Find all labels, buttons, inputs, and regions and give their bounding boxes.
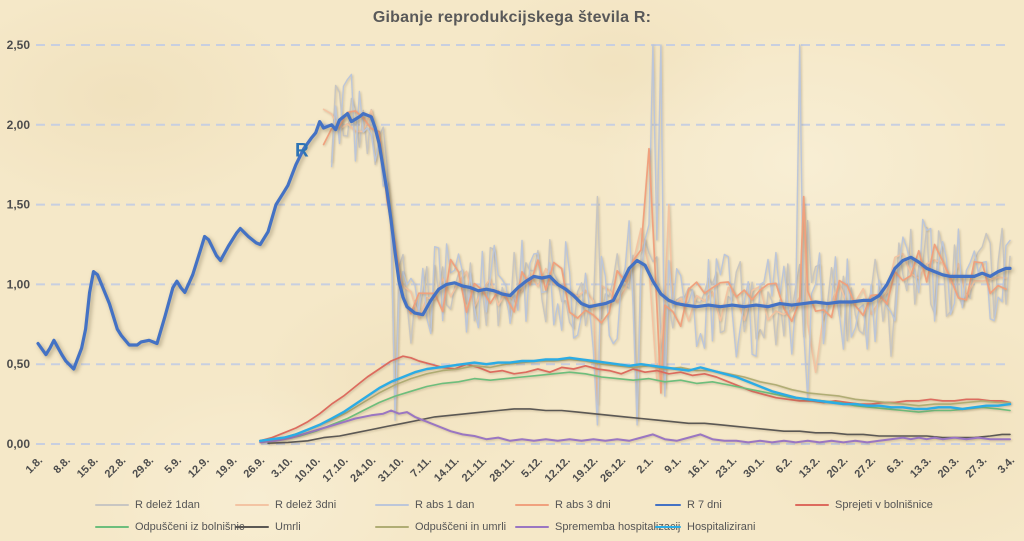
legend-item-r-abs-1-dan: R abs 1 dan [375, 497, 515, 513]
series-line-r-dele-3dni [322, 108, 1007, 405]
legend-label: Umrli [275, 521, 301, 533]
legend-label: Odpuščeni in umrli [415, 521, 507, 533]
legend-label: Sprejeti v bolnišnice [835, 499, 933, 511]
legend-marker-line [655, 503, 681, 507]
x-axis-tick-label: 19.9. [214, 455, 240, 481]
x-axis-tick-label: 6.3. [885, 455, 906, 476]
x-axis-tick-label: 8.8. [51, 455, 72, 476]
x-axis-tick-label: 1.8. [24, 455, 45, 476]
legend-label: Hospitalizirani [687, 521, 756, 533]
x-axis-tick-label: 3.4. [996, 455, 1017, 476]
legend-label: R delež 1dan [135, 499, 200, 511]
legend-item-r-abs-3-dni: R abs 3 dni [515, 497, 655, 513]
legend-item-r-dele-3dni: R delež 3dni [235, 497, 375, 513]
x-axis-tick-label: 3.10. [269, 455, 295, 481]
x-axis-tick-label: 17.10. [320, 455, 350, 485]
legend-label: R 7 dni [687, 499, 722, 511]
x-axis-tick-label: 21.11. [460, 455, 490, 485]
x-axis-tick-label: 14.11. [432, 455, 462, 485]
legend-item-odpu-eni-in-umrli: Odpuščeni in umrli [375, 519, 515, 535]
y-axis-tick-label: 1,00 [7, 277, 31, 291]
legend-marker-line [235, 525, 269, 529]
legend-item-r-dele-1dan: R delež 1dan [95, 497, 235, 513]
legend-item-hospitalizirani: Hospitalizirani [655, 519, 795, 535]
series-line-r-abs-1-dan [330, 44, 1011, 426]
x-axis-tick-label: 26.9. [242, 455, 268, 481]
legend-marker-line [375, 503, 409, 507]
legend-marker-line [95, 525, 129, 529]
legend-marker-line [235, 503, 269, 507]
x-axis-tick-label: 19.12. [570, 455, 600, 485]
y-axis-tick-label: 0,00 [7, 437, 31, 451]
legend-item-r-7-dni: R 7 dni [655, 497, 795, 513]
y-axis-tick-label: 0,50 [7, 357, 31, 371]
legend-label: R abs 3 dni [555, 499, 611, 511]
x-axis-tick-label: 23.1. [714, 455, 740, 481]
x-axis-tick-label: 22.8. [103, 455, 129, 481]
legend-item-sprejeti-v-bolni-nice: Sprejeti v bolnišnice [795, 497, 935, 513]
x-axis-tick-label: 30.1. [741, 455, 767, 481]
x-axis-tick-label: 5.9. [163, 455, 184, 476]
legend-item-sprememba-hospitalizacij: Sprememba hospitalizacij [515, 519, 680, 535]
x-axis-tick-label: 2.1. [635, 455, 656, 476]
x-axis-tick-label: 12.12. [543, 455, 573, 485]
series-line-odpu-eni-iz-bolni-nic [267, 371, 1011, 444]
legend-marker-line [375, 525, 409, 529]
legend-marker-line [795, 503, 829, 507]
legend-marker-line [515, 503, 549, 507]
x-axis-tick-label: 28.11. [488, 455, 518, 485]
series-line-umrli [267, 408, 1011, 444]
x-axis-tick-label: 31.10. [376, 455, 406, 485]
x-axis-tick-label: 15.8. [75, 455, 101, 481]
x-axis-tick-label: 12.9. [186, 455, 212, 481]
legend-row-2: Odpuščeni iz bolnišnic Umrli Odpuščeni in … [95, 519, 935, 535]
legend-item-umrli: Umrli [235, 519, 375, 535]
x-axis-tick-label: 9.1. [662, 455, 683, 476]
series-line-odpu-eni-in-umrli [267, 358, 1011, 442]
x-axis-tick-label: 13.2. [797, 455, 823, 481]
x-axis-tick-label: 20.2. [825, 455, 851, 481]
x-axis-tick-label: 29.8. [130, 455, 156, 481]
x-axis-tick-label: 10.10. [293, 455, 323, 485]
x-axis-tick-label: 26.12. [598, 455, 628, 485]
x-axis-tick-label: 20.3. [936, 455, 962, 481]
y-axis-tick-label: 2,50 [7, 38, 31, 52]
legend-label: R abs 1 dan [415, 499, 475, 511]
legend-marker-line [655, 525, 681, 529]
series-line-sprememba-hospitalizacij [259, 409, 1011, 444]
legend-item-odpu-eni-iz-bolni-nic: Odpuščeni iz bolnišnic [95, 519, 244, 535]
y-axis-tick-label: 2,00 [7, 118, 31, 132]
x-axis-tick-label: 27.3. [964, 455, 990, 481]
x-axis-tick-label: 5.12. [519, 455, 545, 481]
legend-row-1: R delež 1dan R delež 3dni R abs 1 dan R abs… [95, 497, 935, 513]
series-line-sprejeti-v-bolni-nice [259, 355, 1011, 442]
legend-marker-line [95, 503, 129, 507]
chart-title: Gibanje reprodukcijskega števila R: [372, 9, 652, 26]
x-axis-tick-label: 24.10. [348, 455, 378, 485]
legend-label: R delež 3dni [275, 499, 337, 511]
series-line-r-abs-3-dni [322, 110, 1007, 394]
series-line-hospitalizirani [259, 356, 1012, 442]
series-line-r-7-dni [36, 112, 1012, 371]
x-axis-tick-label: 27.2. [852, 455, 878, 481]
r-annotation-label: R [295, 140, 309, 161]
x-axis-tick-label: 16.1. [686, 455, 712, 481]
y-axis-tick-label: 1,50 [7, 198, 31, 212]
legend-label: Sprememba hospitalizacij [555, 521, 681, 533]
legend-marker-line [515, 525, 549, 529]
x-axis-tick-label: 13.3. [908, 455, 934, 481]
x-axis-tick-label: 7.11. [409, 455, 434, 480]
legend-label: Odpuščeni iz bolnišnic [135, 521, 245, 533]
x-axis-tick-label: 6.2. [773, 455, 794, 476]
